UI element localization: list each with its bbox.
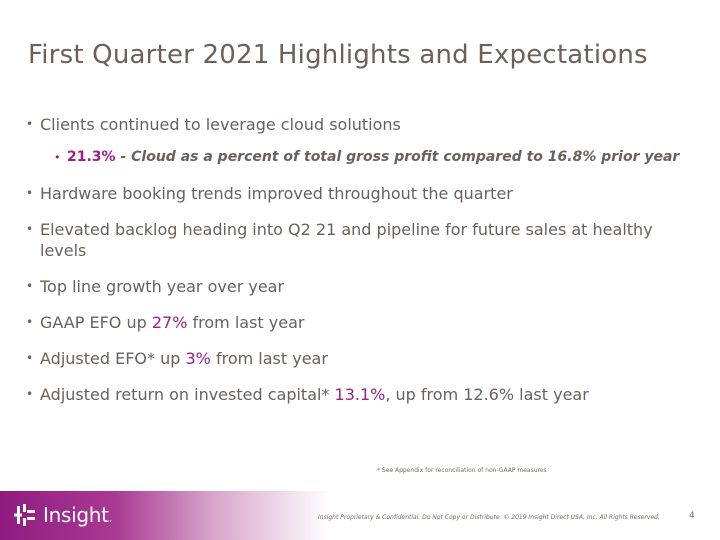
bullet-adjusted-efo: • Adjusted EFO* up 3% from last year	[26, 348, 696, 369]
bullet-gaap-efo: • GAAP EFO up 27% from last year	[26, 312, 696, 333]
bullet-text: Clients continued to leverage cloud solu…	[40, 115, 401, 134]
bullet-dot: •	[26, 186, 34, 200]
bullet-dot: •	[26, 387, 34, 401]
bullet-backlog: • Elevated backlog heading into Q2 21 an…	[26, 219, 696, 261]
bullet-text-pre: Adjusted EFO* up	[40, 349, 186, 368]
confidentiality-notice: Insight Proprietary & Confidential. Do N…	[318, 514, 660, 521]
roic-value: 13.1%	[334, 385, 386, 404]
footer-gradient-band	[0, 491, 330, 540]
bullet-dot: •	[26, 279, 34, 293]
bullet-text-pre: GAAP EFO up	[40, 313, 152, 332]
bullet-text: Hardware booking trends improved through…	[40, 184, 513, 203]
gaap-efo-value: 27%	[151, 313, 188, 332]
bullet-topline: • Top line growth year over year	[26, 276, 696, 297]
bullet-cloud: • Clients continued to leverage cloud so…	[26, 114, 696, 135]
insight-logo-text: Insight.	[43, 503, 113, 527]
bullet-list: • Clients continued to leverage cloud so…	[26, 114, 696, 420]
insight-logo: Insight.	[14, 503, 112, 527]
bullet-hardware: • Hardware booking trends improved throu…	[26, 183, 696, 204]
sub-bullet-dot: •	[54, 151, 61, 164]
bullet-text-pre: Adjusted return on invested capital*	[40, 385, 335, 404]
bullet-text-post: from last year	[210, 349, 328, 368]
bullet-text: Top line growth year over year	[40, 277, 285, 296]
bullet-dot: •	[26, 222, 34, 236]
page-number: 4	[689, 511, 695, 521]
bullet-roic: • Adjusted return on invested capital* 1…	[26, 384, 696, 405]
footnote: * See Appendix for reconciliation of non…	[377, 467, 547, 474]
insight-logo-icon	[14, 504, 35, 526]
slide-title: First Quarter 2021 Highlights and Expect…	[28, 40, 648, 70]
bullet-dot: •	[26, 351, 34, 365]
cloud-percent: 21.3%	[67, 149, 116, 165]
adjusted-efo-value: 3%	[185, 349, 211, 368]
bullet-text-post: , up from 12.6% last year	[385, 385, 589, 404]
bullet-dot: •	[26, 117, 34, 131]
bullet-dot: •	[26, 315, 34, 329]
bullet-text: Elevated backlog heading into Q2 21 and …	[40, 220, 653, 260]
bullet-text-post: from last year	[187, 313, 305, 332]
sub-bullet-cloud-pct: • 21.3% - Cloud as a percent of total gr…	[54, 148, 696, 167]
cloud-percent-desc: - Cloud as a percent of total gross prof…	[115, 149, 680, 165]
